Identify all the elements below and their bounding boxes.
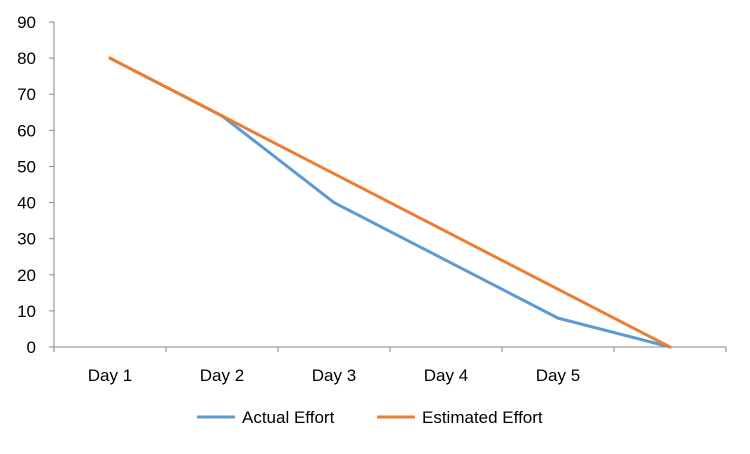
x-tick-label: Day 4 — [424, 366, 468, 385]
x-tick-label: Day 1 — [88, 366, 132, 385]
y-tick-label: 50 — [17, 157, 36, 176]
data-point — [108, 56, 112, 60]
legend: Actual Effort Estimated Effort — [197, 408, 543, 427]
y-tick-label: 90 — [17, 13, 36, 32]
y-tick-label: 10 — [17, 302, 36, 321]
legend-label: Estimated Effort — [422, 408, 543, 427]
series-line-2 — [108, 56, 672, 349]
data-point — [444, 229, 448, 233]
y-tick-label: 0 — [27, 338, 36, 357]
y-tick-label: 30 — [17, 230, 36, 249]
x-axis: Day 1 Day 2 Day 3 Day 4 Day 5 — [53, 346, 727, 385]
legend-label: Actual Effort — [242, 408, 335, 427]
series-lines — [108, 56, 672, 349]
data-point — [332, 201, 336, 205]
x-tick-label: Day 2 — [200, 366, 244, 385]
y-tick-label: 60 — [17, 121, 36, 140]
y-axis: 0 10 20 30 40 50 60 70 80 90 — [17, 13, 55, 357]
data-point — [220, 114, 224, 118]
x-tick-label: Day 3 — [312, 366, 356, 385]
data-point — [332, 172, 336, 176]
x-tick-label: Day 5 — [536, 366, 580, 385]
data-point — [668, 345, 672, 349]
y-tick-label: 70 — [17, 85, 36, 104]
data-point — [444, 258, 448, 262]
y-tick-label: 80 — [17, 49, 36, 68]
y-tick-label: 40 — [17, 194, 36, 213]
data-point — [556, 316, 560, 320]
y-tick-label: 20 — [17, 266, 36, 285]
data-point — [556, 287, 560, 291]
